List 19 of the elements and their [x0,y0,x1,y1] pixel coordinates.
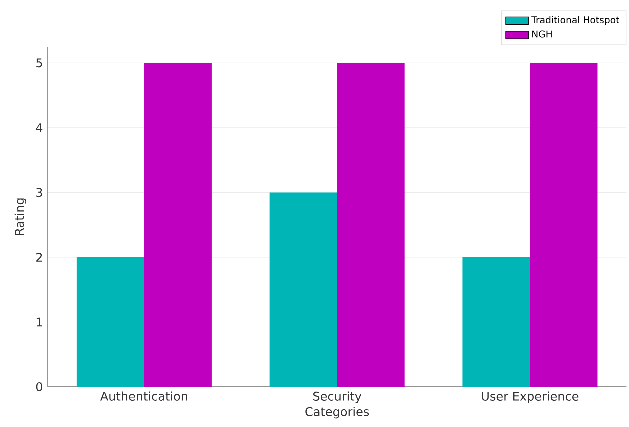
bar [144,63,212,387]
legend-label: NGH [532,30,552,38]
x-axis-title: Categories [306,407,370,419]
x-tick-label: Security [313,392,362,404]
y-tick-label: 1 [36,318,42,327]
bar [462,257,530,387]
x-tick-label: User Experience [482,392,579,404]
bar [337,63,405,387]
y-tick-label: 5 [36,58,42,68]
y-tick-label: 4 [36,124,43,132]
bar [270,192,338,387]
y-tick-label: 2 [36,253,42,262]
bar [76,257,144,387]
y-tick-label: 0 [36,382,42,392]
bar [530,63,598,387]
y-axis-title: Rating [14,198,26,236]
y-tick-label: 3 [36,188,42,198]
legend-label: Traditional Hotspot [532,16,620,26]
x-tick-label: Authentication [100,392,188,401]
